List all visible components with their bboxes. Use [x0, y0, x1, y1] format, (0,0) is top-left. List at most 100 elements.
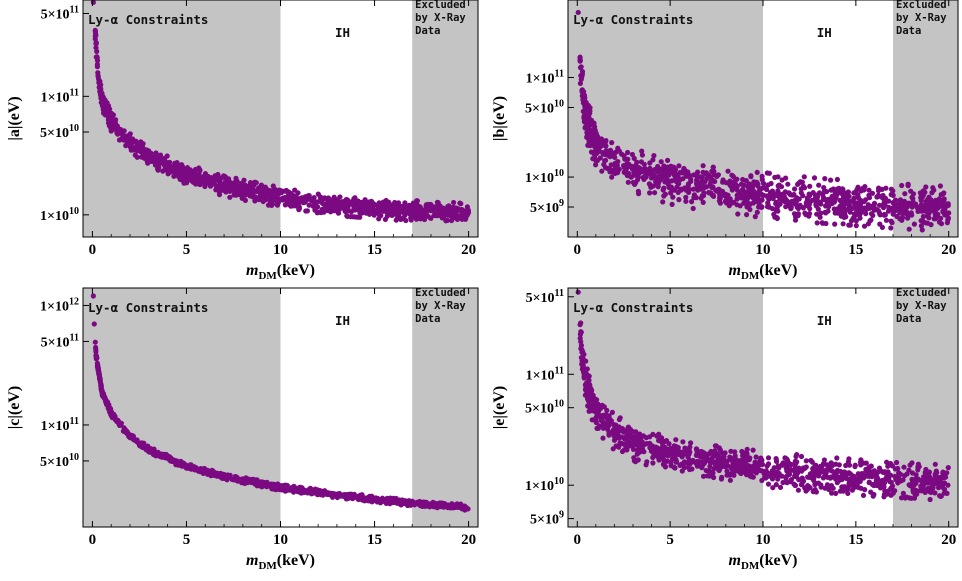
scatter-point	[791, 481, 797, 487]
scatter-point	[765, 481, 772, 487]
scatter-point	[803, 203, 809, 209]
scatter-point	[729, 172, 735, 178]
scatter-point	[427, 215, 433, 221]
scatter-point	[918, 193, 924, 199]
scatter-point	[838, 473, 844, 479]
scatter-point	[126, 133, 132, 139]
scatter-point	[764, 170, 770, 176]
scatter-point	[208, 180, 214, 186]
scatter-point	[129, 434, 135, 440]
scatter-point	[398, 216, 404, 222]
annotation-excluded-xray: Excluded	[415, 0, 466, 11]
scatter-point	[280, 197, 286, 203]
scatter-point	[915, 464, 921, 470]
scatter-point	[393, 217, 399, 223]
scatter-point	[734, 192, 740, 198]
scatter-point	[399, 203, 405, 209]
scatter-point	[863, 211, 869, 217]
scatter-point	[704, 175, 710, 181]
scatter-point	[760, 180, 767, 186]
scatter-point	[331, 203, 337, 209]
scatter-point	[883, 475, 889, 481]
scatter-point	[214, 185, 220, 191]
scatter-point	[762, 474, 768, 480]
scatter-point	[639, 152, 646, 158]
scatter-point	[388, 210, 394, 216]
scatter-point	[940, 482, 946, 488]
scatter-point	[858, 462, 864, 468]
scatter-point	[845, 189, 851, 195]
scatter-point	[624, 435, 630, 441]
scatter-point	[893, 204, 899, 210]
x-tick-label: 15	[367, 532, 382, 548]
scatter-point	[153, 154, 159, 160]
scatter-point	[690, 186, 697, 192]
scatter-point	[577, 80, 584, 86]
scatter-point	[273, 201, 280, 207]
scatter-point	[586, 400, 593, 406]
scatter-point	[268, 481, 274, 487]
scatter-point	[861, 470, 868, 476]
scatter-point	[275, 197, 281, 203]
scatter-point	[846, 193, 852, 199]
scatter-point	[773, 482, 779, 488]
scatter-point	[764, 204, 771, 210]
scatter-point	[792, 465, 798, 471]
scatter-point	[906, 226, 912, 232]
scatter-point	[700, 169, 706, 175]
scatter-point	[918, 483, 924, 489]
scatter-point	[918, 223, 925, 229]
scatter-point	[197, 167, 203, 173]
scatter-point	[890, 490, 896, 496]
scatter-point	[875, 469, 881, 476]
scatter-point	[260, 481, 266, 487]
scatter-point	[247, 189, 253, 195]
annotation-excluded-xray: by X-Ray	[896, 12, 947, 24]
scatter-point	[943, 203, 949, 209]
scatter-point	[830, 186, 837, 192]
x-tick-label: 5	[183, 242, 191, 258]
y-tick-label: 1×1011	[526, 365, 564, 383]
scatter-point	[134, 147, 140, 153]
scatter-point	[774, 192, 780, 199]
scatter-point	[295, 197, 301, 203]
scatter-point	[155, 166, 161, 172]
scatter-point	[881, 480, 888, 486]
scatter-point	[643, 462, 649, 468]
scatter-point	[740, 462, 746, 468]
scatter-point	[101, 99, 107, 106]
scatter-point	[220, 183, 227, 189]
scatter-point	[754, 194, 761, 200]
scatter-point	[282, 188, 288, 194]
scatter-point	[839, 484, 845, 490]
scatter-point	[775, 188, 781, 194]
scatter-point	[910, 191, 917, 197]
scatter-point	[95, 70, 101, 76]
scatter-point	[814, 468, 820, 475]
scatter-point	[893, 476, 899, 483]
scatter-point	[670, 194, 676, 200]
scatter-point	[717, 447, 723, 453]
scatter-point	[832, 221, 838, 227]
scatter-point	[727, 477, 734, 483]
scatter-point	[712, 178, 718, 185]
scatter-point	[596, 146, 602, 153]
scatter-point	[714, 458, 721, 464]
scatter-point	[331, 194, 337, 200]
scatter-point	[634, 436, 640, 442]
scatter-point	[289, 194, 295, 200]
scatter-point	[732, 453, 738, 459]
scatter-point	[733, 459, 740, 465]
scatter-point	[673, 437, 679, 443]
y-tick-label: 1×1010	[40, 206, 79, 224]
scatter-point	[588, 386, 594, 392]
scatter-point	[839, 186, 846, 192]
scatter-point	[898, 478, 904, 484]
scatter-point	[937, 183, 944, 189]
scatter-point	[174, 160, 180, 166]
scatter-point	[809, 197, 815, 203]
scatter-point	[722, 460, 729, 467]
scatter-point	[693, 452, 700, 458]
scatter-point	[269, 201, 275, 207]
scatter-point	[720, 177, 726, 183]
